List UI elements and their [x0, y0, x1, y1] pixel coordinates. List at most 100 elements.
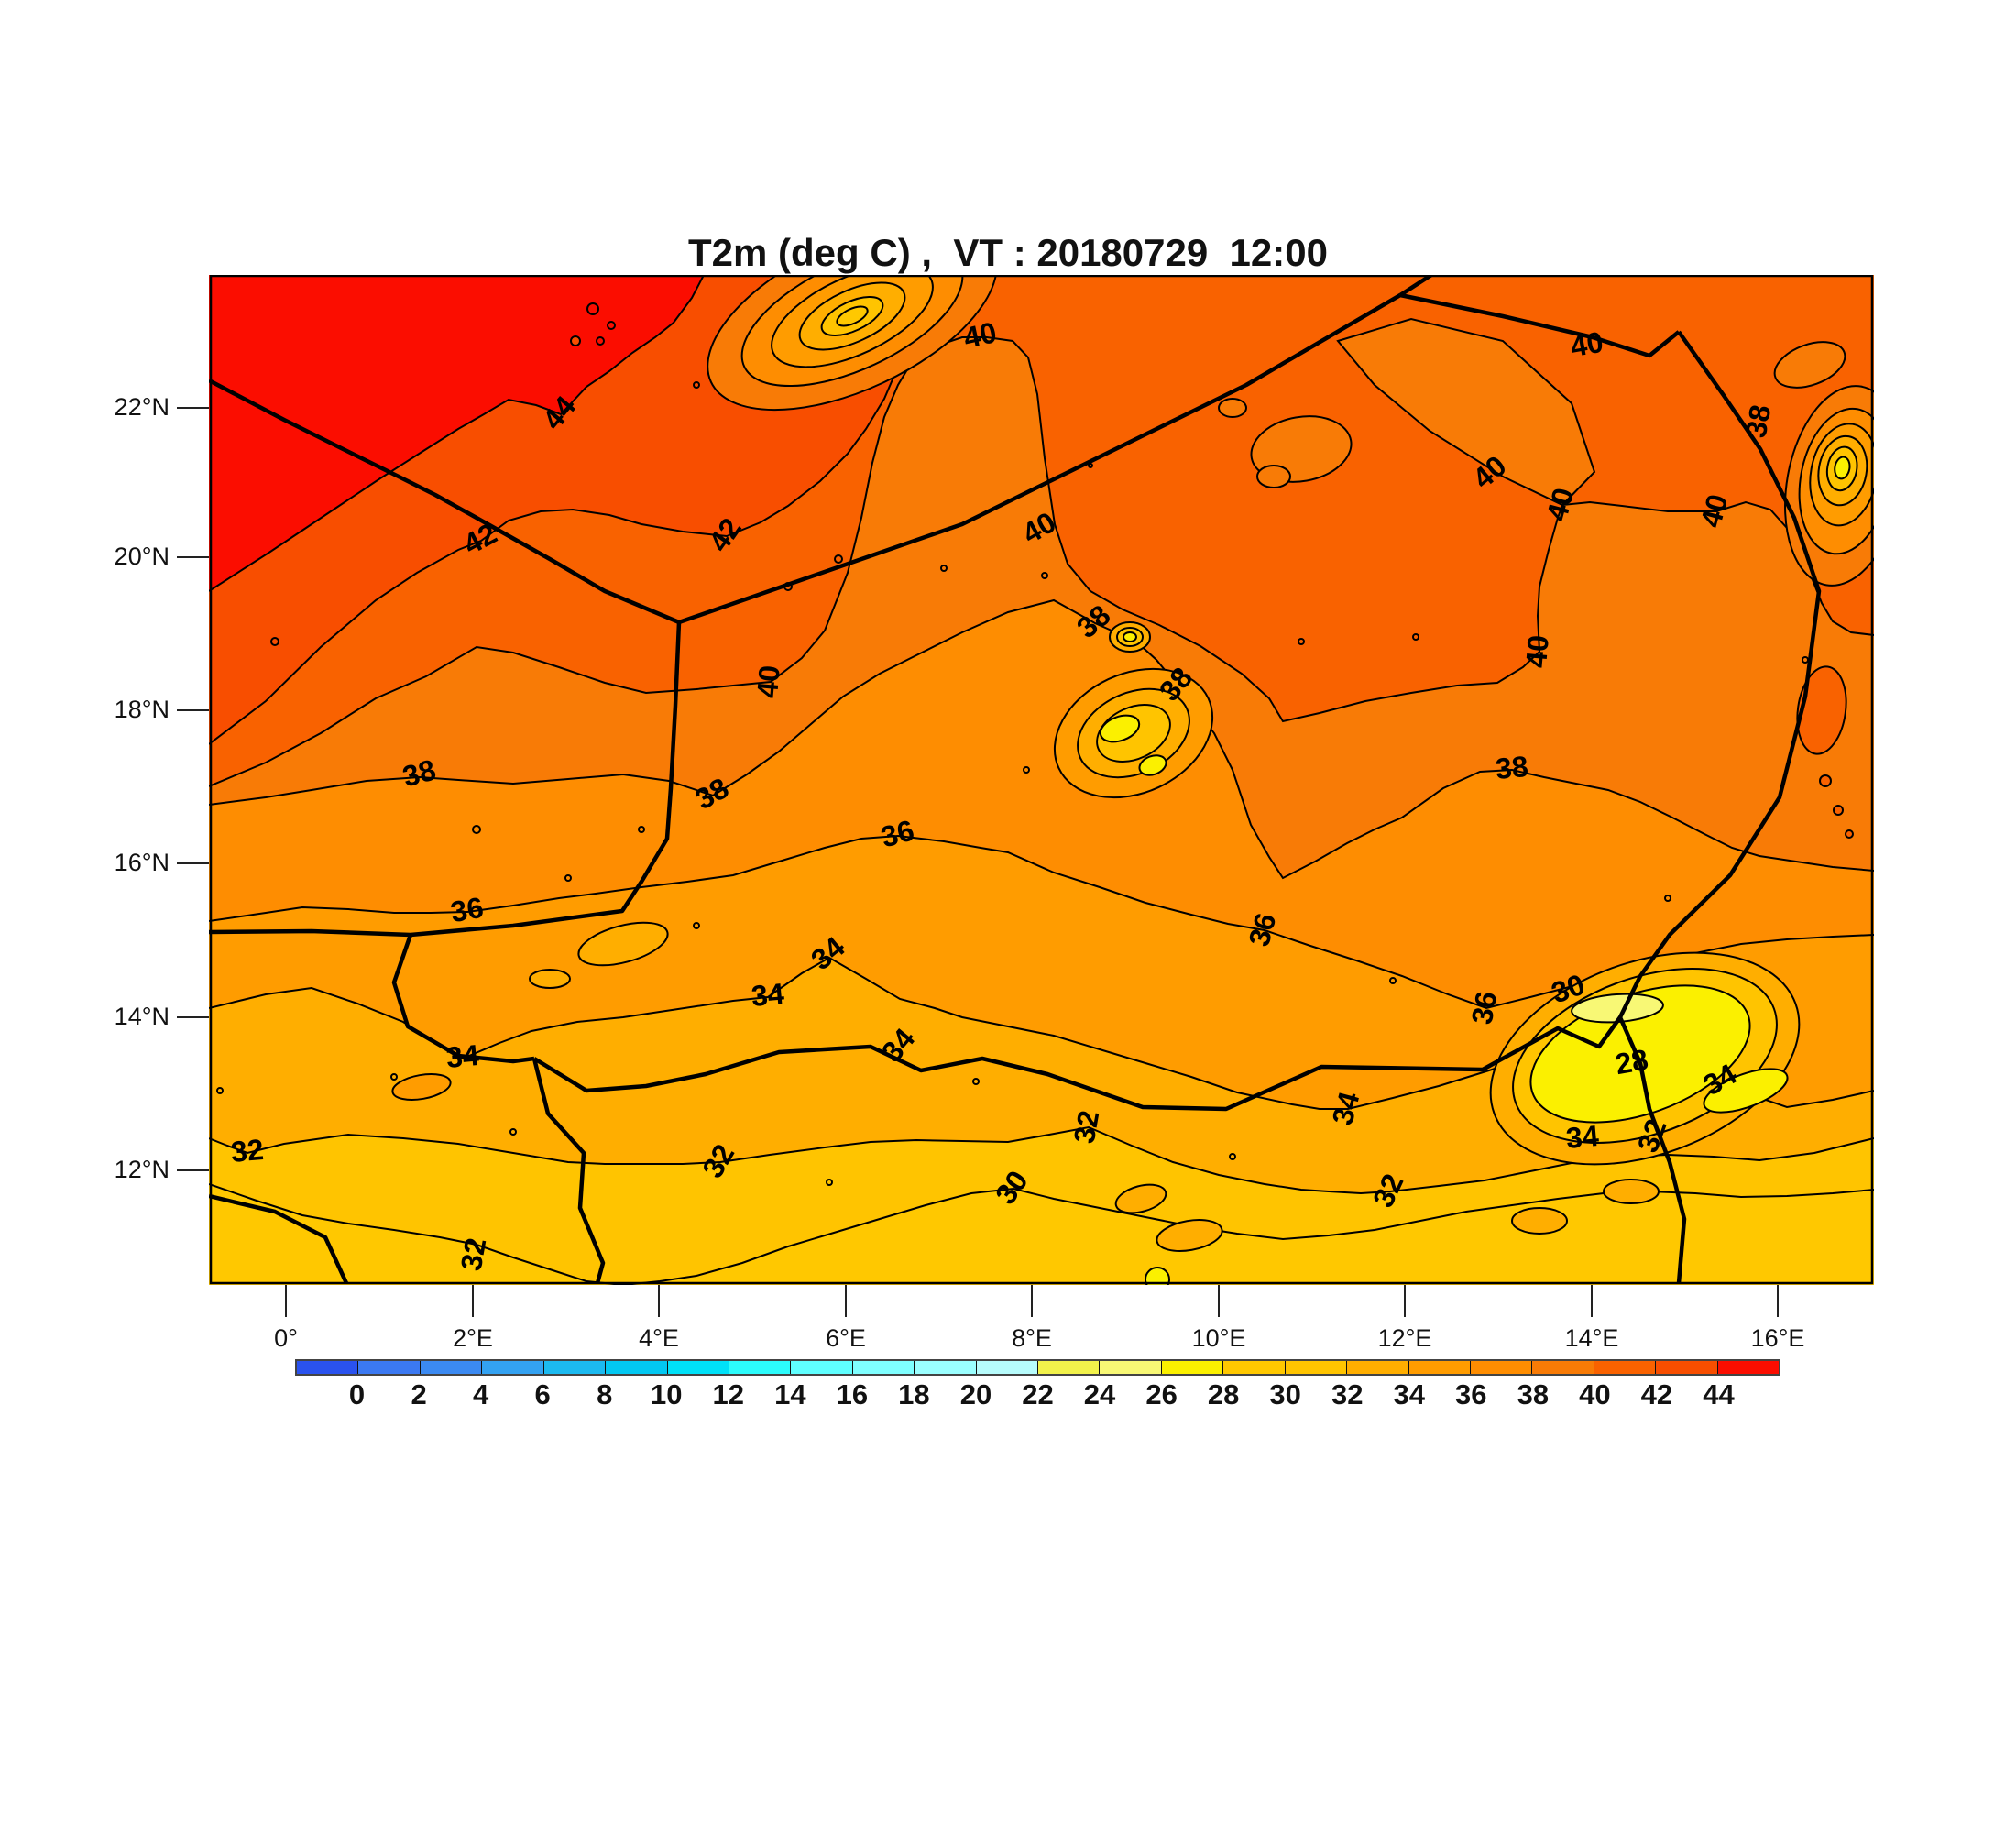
isotherm-label: 32: [1068, 1108, 1106, 1146]
lon-tick: [1218, 1285, 1220, 1317]
colorbar-cell: [1532, 1361, 1594, 1374]
lon-tick: [285, 1285, 287, 1317]
lake-chad-cool-region: [1489, 951, 1801, 1166]
colorbar-labels: 0 2 4 6 8 10 12 14 16 18 20 22 24 26 28 30 32 34 36 38 40 42 4…: [295, 1378, 1780, 1415]
lon-tick: [1404, 1285, 1406, 1317]
colorbar-cell: [915, 1361, 977, 1374]
lat-tick-label: 16°N: [114, 849, 170, 876]
lon-tick: [1777, 1285, 1779, 1317]
colorbar-cell: [729, 1361, 792, 1374]
algeria-libya-border: [1398, 275, 1433, 297]
burkina-togo-border: [209, 1193, 349, 1284]
isotherm-label: 40: [1519, 633, 1555, 669]
mali-niger-border: [209, 621, 682, 938]
colorbar-value: 34: [1393, 1378, 1425, 1410]
isotherm-label: 28: [1613, 1043, 1650, 1081]
lon-tick: [658, 1285, 660, 1317]
isotherm-label: 34: [444, 1038, 480, 1074]
colorbar-cell: [852, 1361, 915, 1374]
colorbar-value: 44: [1703, 1378, 1735, 1410]
lon-tick: [1031, 1285, 1033, 1317]
algeria-niger-border: [678, 293, 1402, 625]
colorbar-cell: [1717, 1361, 1780, 1374]
lat-tick-label: 14°N: [114, 1003, 170, 1030]
colorbar-cell: [1038, 1361, 1101, 1374]
colorbar-value: 28: [1207, 1378, 1240, 1410]
isotherm-label: 38: [1494, 750, 1529, 785]
lon-tick: [472, 1285, 474, 1317]
colorbar-value: 14: [774, 1378, 806, 1410]
colorbar-value: 8: [597, 1378, 613, 1410]
colorbar-value: 6: [534, 1378, 551, 1410]
colorbar-value: 10: [651, 1378, 683, 1410]
lat-tick: [177, 862, 209, 864]
niger-burkina-border: [391, 934, 535, 1064]
colorbar-value: 4: [473, 1378, 489, 1410]
colorbar-value: 26: [1145, 1378, 1178, 1410]
lon-tick-label: 10°E: [1191, 1324, 1246, 1352]
lon-tick-label: 2°E: [453, 1324, 493, 1352]
colorbar-cell: [420, 1361, 483, 1374]
benin-border: [531, 1058, 606, 1284]
colorbar-cell: [1223, 1361, 1286, 1374]
colorbar-cell: [791, 1361, 853, 1374]
colorbar-value: 32: [1331, 1378, 1364, 1410]
colorbar-value: 12: [712, 1378, 745, 1410]
colorbar-value: 18: [898, 1378, 930, 1410]
lon-tick-label: 14°E: [1564, 1324, 1619, 1352]
lon-tick: [845, 1285, 847, 1317]
colorbar-cell: [543, 1361, 607, 1374]
lat-tick-label: 22°N: [114, 393, 170, 421]
niger-nigeria-border: [532, 1015, 1622, 1112]
hoggar-cool-spot: [707, 275, 998, 412]
colorbar-cell: [1471, 1361, 1533, 1374]
colorbar-cell: [482, 1361, 544, 1374]
country-borders: [209, 275, 1822, 1284]
temperature-bands: [209, 275, 1874, 1285]
lat-tick-label: 20°N: [114, 543, 170, 570]
isotherm-label: 40: [1568, 325, 1605, 364]
colorbar-cell: [1408, 1361, 1472, 1374]
lon-tick-label: 4°E: [639, 1324, 679, 1352]
lon-tick-label: 12°E: [1377, 1324, 1432, 1352]
colorbar-value: 38: [1517, 1378, 1550, 1410]
air-cool-spot: [1053, 621, 1214, 799]
isotherm-label: 36: [448, 891, 486, 929]
colorbar-cell: [606, 1361, 668, 1374]
lon-tick: [1591, 1285, 1593, 1317]
colorbar-cell: [358, 1361, 421, 1374]
colorbar-value: 36: [1455, 1378, 1487, 1410]
isotherm-label: 36: [1465, 989, 1504, 1026]
contour-specks: [216, 336, 1809, 1186]
lon-tick-label: 16°E: [1750, 1324, 1805, 1352]
isotherm-label: 32: [455, 1235, 493, 1273]
isotherm-label: 34: [1564, 1119, 1600, 1155]
colorbar-value: 16: [836, 1378, 869, 1410]
chart-title: T2m (deg C) , VT : 20180729 12:00: [688, 231, 1328, 274]
colorbar-cell: [667, 1361, 729, 1374]
colorbar-cell: [297, 1361, 359, 1374]
colorbar-value: 42: [1640, 1378, 1673, 1410]
isotherm-label: 40: [960, 315, 999, 355]
lat-tick-label: 12°N: [114, 1156, 170, 1183]
colorbar-cell: [1594, 1361, 1657, 1374]
niger-chad-border: [1617, 330, 1822, 1284]
temperature-colorbar: [295, 1359, 1780, 1376]
lat-tick: [177, 1169, 209, 1171]
anomaly-patches: [391, 302, 1854, 1285]
lon-tick-label: 6°E: [826, 1324, 866, 1352]
map-canvas: 44 42 42 40 40 40 40 40 40 40 40 38 38 38 38 38 38 36 36 36…: [209, 275, 1874, 1285]
isotherm-label: 34: [750, 977, 785, 1013]
lon-tick-label: 0°: [274, 1324, 298, 1352]
colorbar-value: 24: [1083, 1378, 1116, 1410]
colorbar-value: 20: [959, 1378, 992, 1410]
libya-niger-border: [1399, 292, 1681, 358]
algeria-mali-border: [209, 379, 680, 625]
isotherm-label: 38: [1739, 402, 1778, 440]
lat-tick: [177, 407, 209, 409]
colorbar-cell: [1656, 1361, 1718, 1374]
colorbar-value: 22: [1022, 1378, 1054, 1410]
colorbar-value: 0: [348, 1378, 366, 1410]
colorbar-cell: [1347, 1361, 1409, 1374]
